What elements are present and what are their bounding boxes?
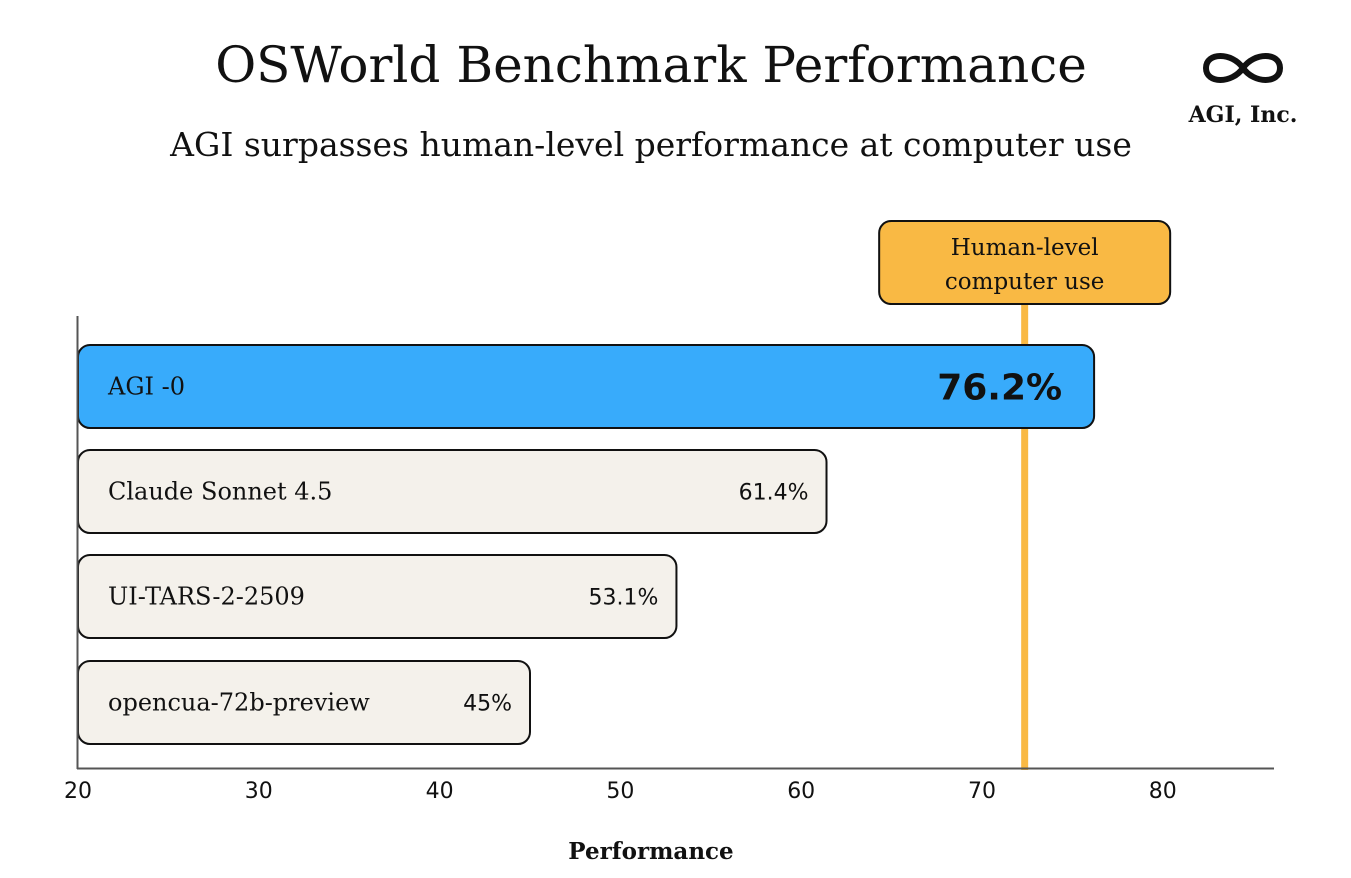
bar-value-opencua-72b-preview: 45% <box>463 692 512 717</box>
logo: AGI, Inc. <box>1188 53 1298 128</box>
bar-label-claude-sonnet-4-5: Claude Sonnet 4.5 <box>108 478 332 506</box>
x-tick-label-70: 70 <box>968 779 996 804</box>
bar-label-ui-tars-2-2509: UI-TARS-2-2509 <box>108 583 305 611</box>
human-level-annotation-line-1: Human-level <box>951 235 1099 261</box>
x-tick-label-50: 50 <box>606 779 634 804</box>
bar-label-opencua-72b-preview: opencua-72b-preview <box>108 689 370 717</box>
bars-layer: AGI -0 76.2% Claude Sonnet 4.5 61.4% UI-TARS… <box>77 344 1096 745</box>
x-axis-ticks: 20 30 40 50 60 70 80 <box>64 779 1177 804</box>
chart-subtitle: AGI surpasses human-level performance at… <box>169 125 1132 164</box>
x-tick-label-30: 30 <box>245 779 273 804</box>
bar-group-opencua-72b-preview: opencua-72b-preview 45% <box>77 660 531 745</box>
bar-label-agi-0: AGI -0 <box>107 373 185 401</box>
bar-group-agi-0: AGI -0 76.2% <box>77 344 1096 429</box>
bar-value-ui-tars-2-2509: 53.1% <box>589 586 659 611</box>
x-axis-label: Performance <box>568 838 733 865</box>
logo-text: AGI, Inc. <box>1188 102 1298 128</box>
x-tick-label-40: 40 <box>426 779 454 804</box>
bar-value-claude-sonnet-4-5: 61.4% <box>739 481 809 506</box>
human-level-annotation-box <box>878 220 1172 305</box>
x-tick-label-60: 60 <box>787 779 815 804</box>
human-level-annotation: Human-level computer use <box>878 220 1172 305</box>
bar-group-claude-sonnet-4-5: Claude Sonnet 4.5 61.4% <box>77 449 828 534</box>
bar-group-ui-tars-2-2509: UI-TARS-2-2509 53.1% <box>77 554 678 639</box>
x-tick-label-20: 20 <box>64 779 92 804</box>
bar-value-agi-0: 76.2% <box>937 368 1062 409</box>
infinity-icon <box>1203 53 1283 83</box>
human-level-annotation-line-2: computer use <box>945 269 1104 295</box>
chart-title: OSWorld Benchmark Performance <box>215 36 1087 94</box>
x-tick-label-80: 80 <box>1149 779 1177 804</box>
